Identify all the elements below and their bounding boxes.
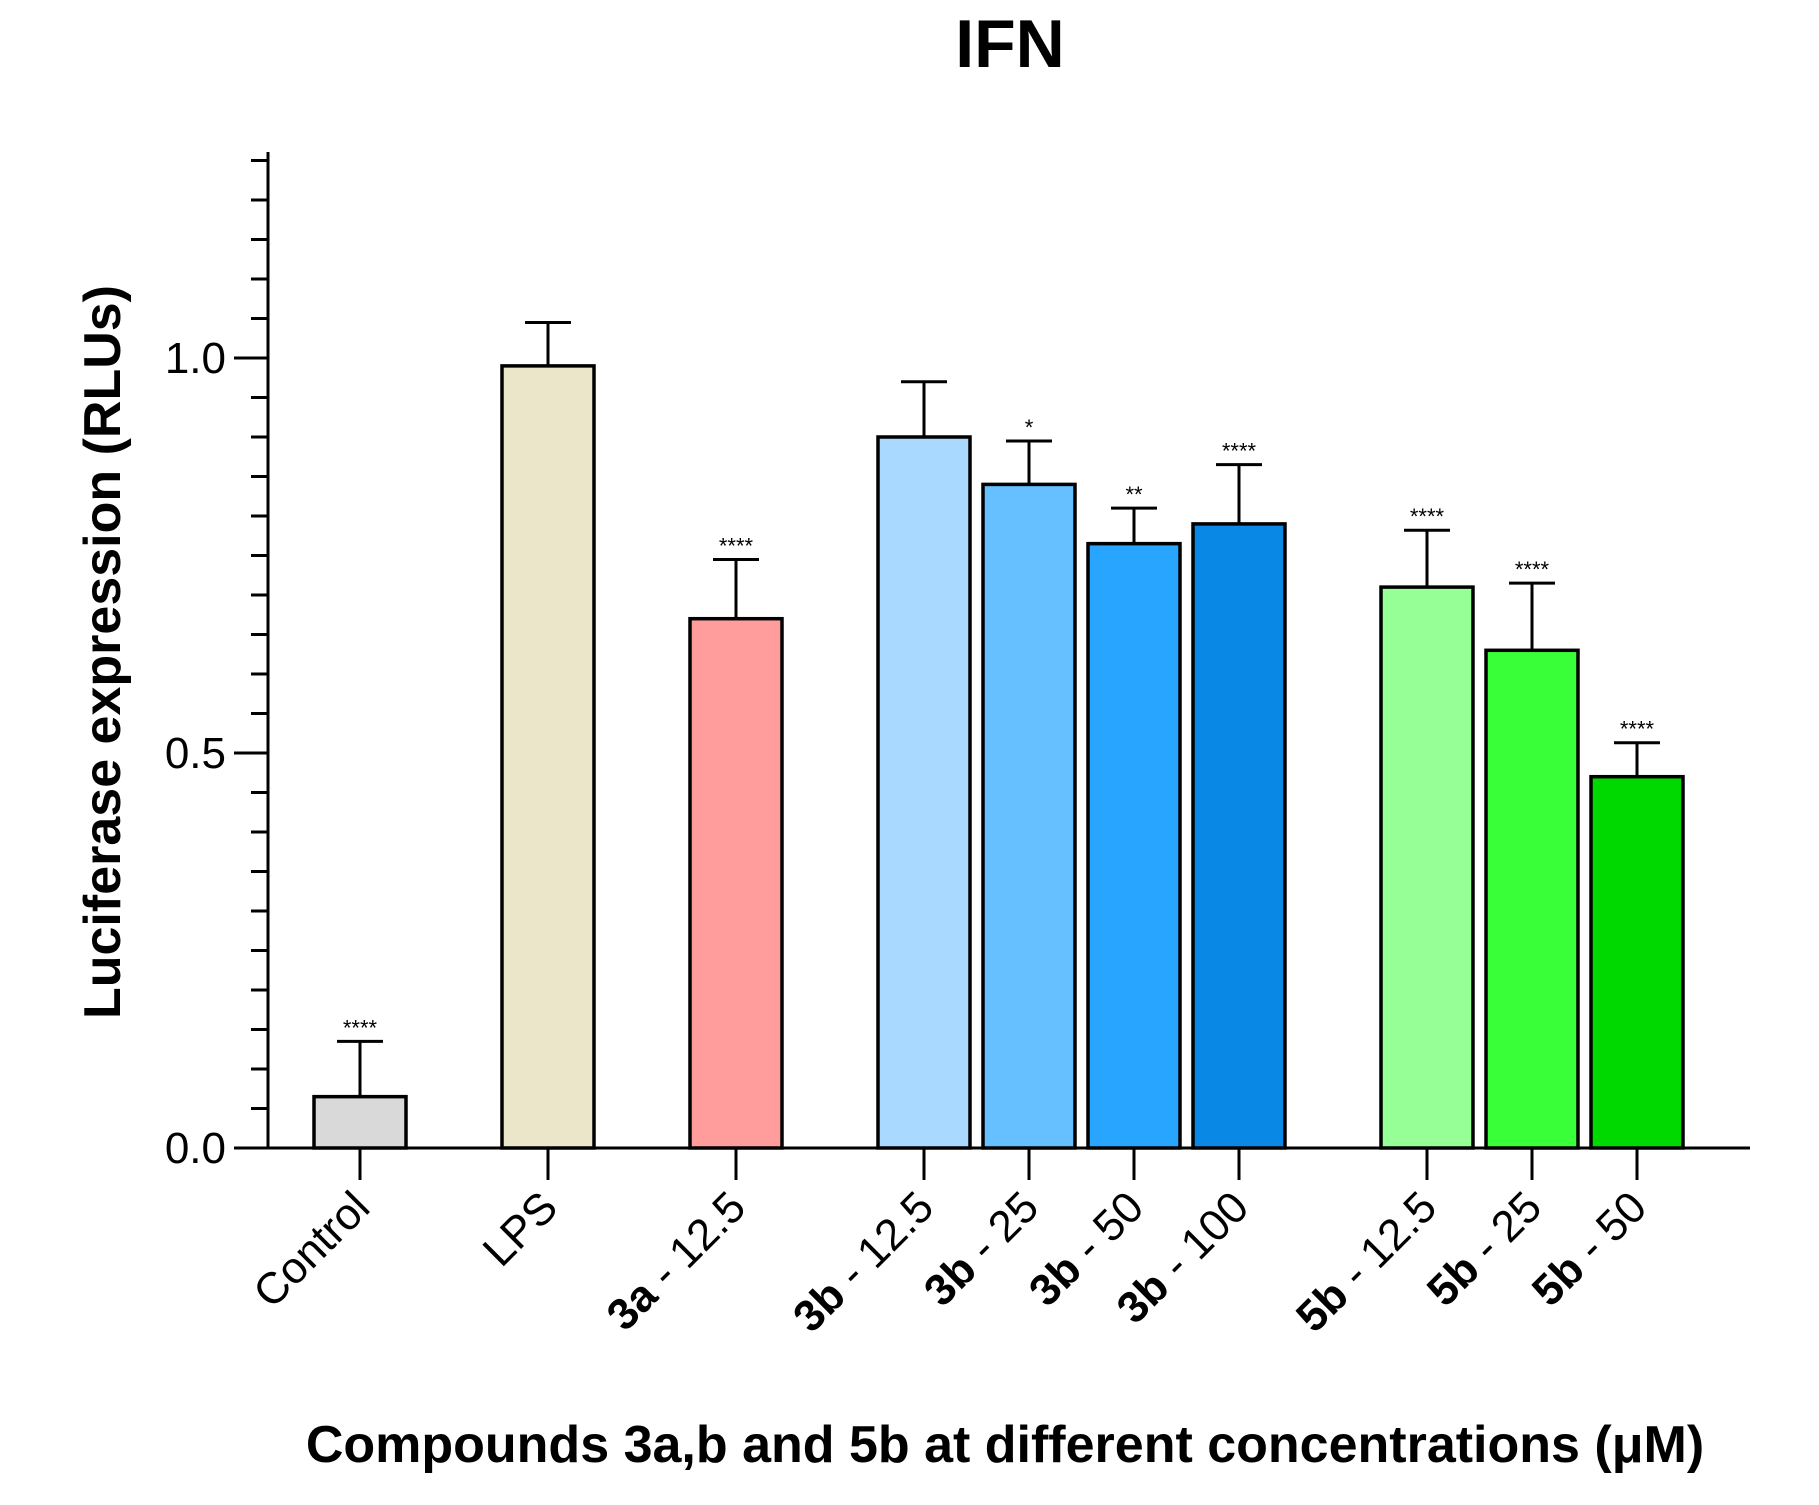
significance-label: **** <box>343 1015 378 1040</box>
chart-title: IFN <box>955 6 1065 82</box>
bar <box>1589 774 1685 1150</box>
x-category-label: 5b - 25 <box>1418 1182 1551 1315</box>
bar <box>1086 541 1182 1150</box>
x-category-label: LPS <box>474 1182 567 1275</box>
significance-label: **** <box>1410 504 1445 529</box>
bar <box>312 1094 408 1150</box>
x-category-label-concentration: - 12.5 <box>632 1182 755 1305</box>
y-axis-title: Luciferase expression (RLUs) <box>74 285 132 1019</box>
x-category-label: 5b - 12.5 <box>1287 1182 1446 1341</box>
plot-area: 0.00.51.0****Control LPS****3a - 12.53b -… <box>165 152 1750 1342</box>
x-category-label: Control <box>244 1182 379 1317</box>
bar <box>500 364 596 1150</box>
x-category-label-concentration: Control <box>244 1182 379 1317</box>
bar <box>1379 585 1475 1150</box>
bar <box>688 616 784 1150</box>
x-category-label-concentration: LPS <box>474 1182 567 1275</box>
significance-label: **** <box>1222 439 1257 464</box>
significance-label: **** <box>1515 557 1550 582</box>
bar <box>981 482 1077 1150</box>
significance-label: **** <box>1620 717 1655 742</box>
y-tick-label: 0.0 <box>165 1124 226 1173</box>
bar <box>1191 522 1287 1150</box>
x-axis-title: Compounds 3a,b and 5b at different conce… <box>306 1416 1704 1474</box>
y-tick-label: 0.5 <box>165 729 226 778</box>
x-category-label: 5b - 50 <box>1523 1182 1656 1315</box>
x-category-label: 3b - 25 <box>915 1182 1048 1315</box>
bar <box>876 435 972 1150</box>
x-category-label: 3a - 12.5 <box>598 1182 755 1339</box>
significance-label: **** <box>719 533 754 558</box>
significance-label: * <box>1025 415 1034 440</box>
significance-label: ** <box>1125 482 1143 507</box>
x-category-label-concentration: - 100 <box>1144 1182 1258 1296</box>
x-category-label: 3b - 12.5 <box>784 1182 943 1341</box>
bar <box>1484 648 1580 1150</box>
y-tick-label: 1.0 <box>165 334 226 383</box>
